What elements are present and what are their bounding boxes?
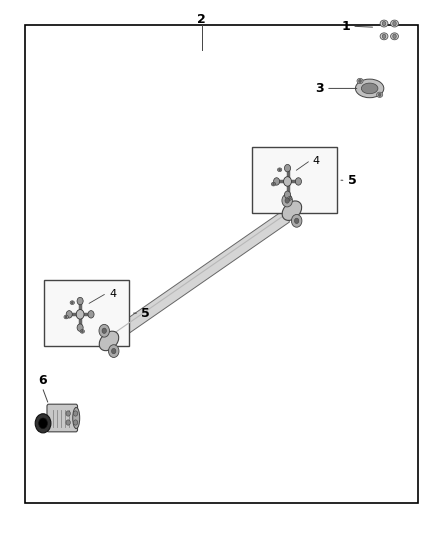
Circle shape	[283, 176, 291, 186]
Bar	[252, 147, 337, 213]
Circle shape	[382, 21, 386, 26]
Circle shape	[284, 191, 290, 198]
Circle shape	[285, 198, 290, 203]
Circle shape	[66, 311, 72, 318]
Circle shape	[74, 411, 78, 416]
Ellipse shape	[391, 33, 399, 40]
Circle shape	[295, 177, 301, 185]
Circle shape	[112, 349, 116, 354]
Circle shape	[74, 420, 78, 425]
Ellipse shape	[377, 92, 383, 98]
Ellipse shape	[64, 315, 68, 319]
Ellipse shape	[356, 79, 384, 98]
Ellipse shape	[73, 407, 80, 429]
Circle shape	[382, 34, 386, 38]
Ellipse shape	[277, 168, 282, 172]
Circle shape	[102, 328, 106, 334]
Circle shape	[284, 165, 290, 172]
Circle shape	[294, 218, 299, 223]
Circle shape	[99, 325, 110, 337]
Circle shape	[66, 411, 71, 416]
Text: 1: 1	[341, 20, 350, 33]
Circle shape	[35, 414, 51, 433]
Text: 4: 4	[109, 289, 116, 299]
Circle shape	[282, 194, 293, 207]
Text: 5: 5	[141, 307, 150, 320]
Polygon shape	[111, 210, 290, 342]
Circle shape	[76, 310, 84, 319]
Text: 3: 3	[315, 82, 324, 95]
Text: 6: 6	[38, 374, 46, 387]
Circle shape	[39, 418, 47, 429]
Text: 2: 2	[197, 13, 206, 26]
Circle shape	[77, 297, 83, 305]
Circle shape	[88, 311, 94, 318]
Circle shape	[274, 177, 279, 185]
Circle shape	[393, 34, 396, 38]
Circle shape	[393, 21, 396, 26]
Text: 5: 5	[348, 174, 357, 187]
Circle shape	[279, 168, 280, 171]
Ellipse shape	[361, 83, 378, 94]
Ellipse shape	[272, 182, 276, 186]
Ellipse shape	[380, 33, 388, 40]
Circle shape	[77, 324, 83, 332]
Ellipse shape	[99, 331, 119, 351]
Ellipse shape	[282, 201, 302, 221]
Circle shape	[291, 214, 302, 227]
Circle shape	[289, 197, 290, 199]
Ellipse shape	[357, 78, 363, 84]
Ellipse shape	[380, 20, 388, 27]
Circle shape	[65, 316, 67, 318]
Bar	[25, 25, 418, 503]
Circle shape	[71, 302, 73, 304]
Circle shape	[109, 345, 119, 358]
Bar	[44, 280, 130, 346]
Circle shape	[273, 183, 274, 185]
Ellipse shape	[287, 197, 292, 200]
Text: 4: 4	[313, 156, 320, 166]
Circle shape	[66, 420, 71, 425]
Circle shape	[81, 330, 83, 333]
Circle shape	[359, 79, 361, 83]
FancyBboxPatch shape	[47, 404, 78, 432]
Circle shape	[378, 93, 381, 96]
Ellipse shape	[80, 329, 85, 333]
Ellipse shape	[391, 20, 399, 27]
Ellipse shape	[70, 301, 74, 304]
